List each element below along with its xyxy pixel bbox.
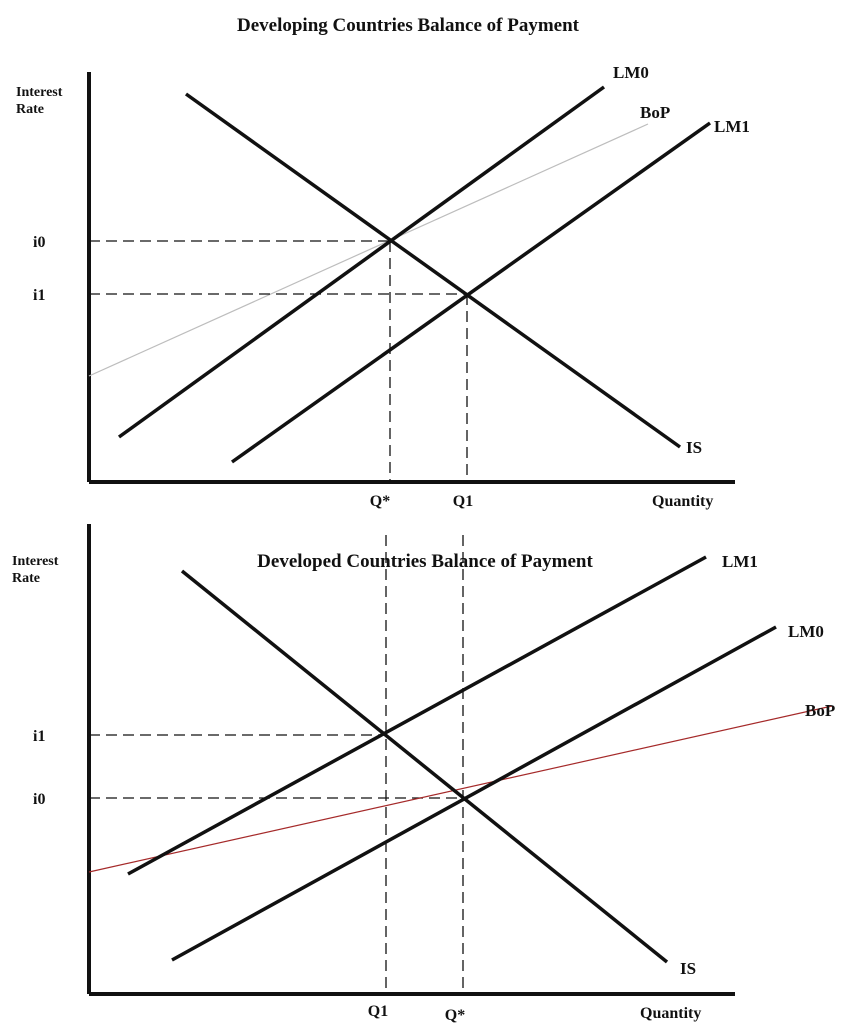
- q-star-tick-label: Q*: [445, 1007, 465, 1024]
- is-curve: [180, 569, 669, 964]
- x-axis-label: Quantity: [640, 1005, 701, 1022]
- panel-title: Developed Countries Balance of Payment: [257, 551, 593, 572]
- is-curve: [184, 92, 682, 449]
- y-axis-label-line2: Rate: [12, 571, 40, 586]
- bop-curve: [88, 705, 833, 873]
- panel-developing: Developing Countries Balance of Payment …: [16, 15, 750, 510]
- q1-tick-label: Q1: [453, 493, 473, 510]
- bop-curve: [88, 123, 649, 377]
- q-star-tick-label: Q*: [370, 493, 390, 510]
- y-axis-label-line2: Rate: [16, 102, 44, 117]
- lm1-curve: [127, 555, 707, 876]
- lm1-label: LM1: [722, 552, 758, 571]
- x-axis-label: Quantity: [652, 493, 713, 510]
- i1-tick-label: i1: [33, 728, 45, 745]
- lm1-label: LM1: [714, 117, 750, 136]
- lm0-label: LM0: [613, 63, 649, 82]
- y-axis-label-line1: Interest: [16, 85, 63, 100]
- panel-title: Developing Countries Balance of Payment: [237, 15, 580, 36]
- bop-label: BoP: [805, 701, 835, 720]
- y-axis-label-line1: Interest: [12, 554, 59, 569]
- lm0-curve: [117, 85, 606, 439]
- i0-tick-label: i0: [33, 234, 45, 251]
- q1-tick-label: Q1: [368, 1003, 388, 1020]
- i1-tick-label: i1: [33, 287, 45, 304]
- bop-label: BoP: [640, 103, 670, 122]
- lm0-curve: [171, 625, 777, 962]
- panel-developed: Interest Rate Quantity Developed Countri…: [12, 524, 835, 1024]
- lm0-label: LM0: [788, 622, 824, 641]
- lm1-curve: [230, 121, 712, 464]
- is-label: IS: [680, 959, 696, 978]
- is-label: IS: [686, 438, 702, 457]
- i0-tick-label: i0: [33, 791, 45, 808]
